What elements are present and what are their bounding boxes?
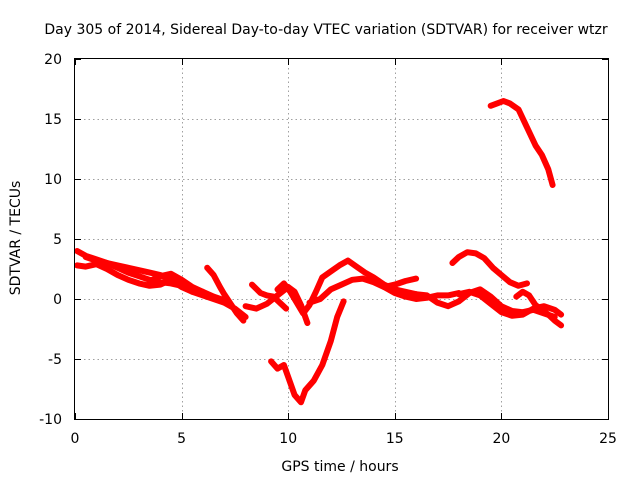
y-tick-label: 10 (44, 172, 62, 188)
x-tick-label: 20 (492, 431, 510, 447)
series-line (487, 98, 556, 188)
chart-title: Day 305 of 2014, Sidereal Day-to-day VTE… (44, 22, 608, 38)
y-tick-label: -5 (48, 352, 62, 368)
series-line (455, 288, 565, 319)
grid (75, 59, 608, 419)
series-line (249, 281, 290, 312)
axis-ticks: 0 5 10 15 20 25 -10 -5 0 5 10 15 20 (39, 52, 617, 447)
x-tick-label: 25 (599, 431, 617, 447)
y-tick-label: -10 (39, 412, 62, 428)
series-line (74, 261, 196, 295)
x-tick-label: 15 (386, 431, 404, 447)
series-line (82, 254, 206, 295)
series-line (449, 249, 530, 289)
series-line (268, 298, 347, 406)
x-tick-label: 0 (71, 431, 80, 447)
series-line (204, 264, 247, 324)
plot-frame (74, 58, 609, 420)
y-tick-label: 5 (53, 232, 62, 248)
y-axis-label: SDTVAR / TECUs (8, 181, 24, 296)
series-line (306, 275, 420, 306)
series-line (146, 270, 228, 304)
series-group (74, 98, 565, 406)
x-tick-label: 10 (279, 431, 297, 447)
y-tick-label: 20 (44, 52, 62, 68)
x-tick-label: 5 (177, 431, 186, 447)
x-axis-label: GPS time / hours (281, 459, 398, 475)
y-tick-label: 15 (44, 112, 62, 128)
series-line (381, 284, 462, 302)
series-line (513, 288, 565, 329)
y-tick-label: 0 (53, 292, 62, 308)
